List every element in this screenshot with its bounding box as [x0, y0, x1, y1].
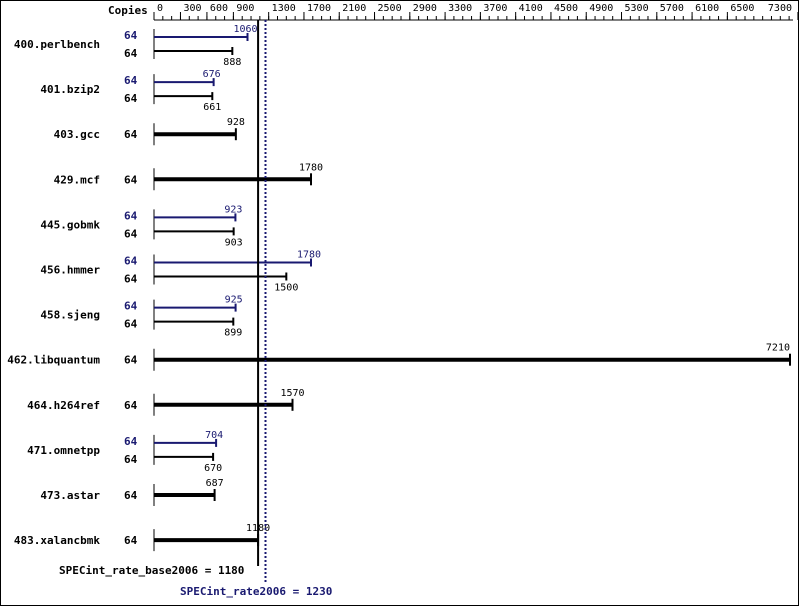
tick-label: 3700 [483, 3, 507, 14]
copies-header: Copies [108, 4, 148, 17]
tick-label: 5700 [660, 3, 684, 14]
peak-value: 1780 [297, 250, 321, 261]
tick-label: 5300 [625, 3, 649, 14]
benchmark-label: 471.omnetpp [27, 444, 100, 457]
benchmark-row: 462.libquantum 64 7210 [7, 343, 791, 371]
benchmark-label: 458.sjeng [40, 309, 100, 322]
benchmark-label: 401.bzip2 [40, 83, 100, 96]
peak-copies: 64 [124, 74, 138, 87]
peak-value: 676 [203, 69, 221, 80]
base-copies: 64 [124, 173, 138, 186]
benchmark-row: 429.mcf 64 1780 [54, 162, 323, 191]
base-value: 899 [224, 328, 242, 339]
benchmark-label: 483.xalancbmk [14, 534, 100, 547]
peak-copies: 64 [124, 300, 138, 313]
peak-value: 925 [225, 295, 243, 306]
benchmark-row: 403.gcc 64 928 [54, 117, 245, 146]
base-value: 928 [227, 117, 245, 128]
base-copies: 64 [124, 318, 138, 331]
base-value: 888 [223, 57, 241, 68]
peak-value: 923 [224, 204, 242, 215]
tick-label: 4500 [554, 3, 578, 14]
peak-value: 704 [205, 430, 223, 441]
benchmark-label: 429.mcf [54, 173, 100, 186]
benchmark-row: 458.sjeng 64 64 925 899 [40, 295, 242, 339]
peak-summary-label: SPECint_rate2006 = 1230 [180, 585, 332, 598]
peak-copies: 64 [124, 29, 138, 42]
benchmark-row: 473.astar 64 687 [40, 478, 224, 506]
tick-label: 6500 [730, 3, 754, 14]
benchmark-label: 462.libquantum [7, 354, 100, 367]
tick-label: 2900 [413, 3, 437, 14]
benchmark-label: 445.gobmk [40, 218, 100, 231]
tick-label: 1300 [272, 3, 296, 14]
peak-value: 1060 [233, 24, 257, 35]
base-copies: 64 [124, 227, 138, 240]
benchmark-row: 464.h264ref 64 1570 [27, 388, 305, 416]
base-copies: 64 [124, 453, 138, 466]
peak-copies: 64 [124, 209, 138, 222]
base-value: 1500 [274, 283, 298, 294]
benchmark-row: 471.omnetpp 64 64 704 670 [27, 430, 223, 474]
base-copies: 64 [124, 534, 138, 547]
base-value: 670 [204, 463, 222, 474]
tick-label: 2100 [342, 3, 366, 14]
tick-label: 7300 [768, 3, 792, 14]
base-value: 903 [225, 237, 243, 248]
base-summary-label: SPECint_rate_base2006 = 1180 [59, 564, 244, 577]
tick-label: 2500 [378, 3, 402, 14]
tick-label: 3300 [448, 3, 472, 14]
tick-label: 600 [210, 3, 228, 14]
base-value: 661 [203, 102, 221, 113]
benchmark-row: 445.gobmk 64 64 923 903 [40, 204, 242, 248]
base-copies: 64 [124, 354, 138, 367]
peak-copies: 64 [124, 255, 138, 268]
base-value: 1570 [280, 388, 304, 399]
base-copies: 64 [124, 47, 138, 60]
benchmark-label: 403.gcc [54, 128, 100, 141]
benchmark-row: 401.bzip2 64 64 676 661 [40, 69, 221, 113]
base-copies: 64 [124, 92, 138, 105]
tick-label: 300 [183, 3, 201, 14]
benchmark-label: 473.astar [40, 489, 100, 502]
peak-copies: 64 [124, 435, 138, 448]
base-copies: 64 [124, 273, 138, 286]
tick-label: 4100 [519, 3, 543, 14]
tick-label: 0 [157, 3, 163, 14]
base-value: 687 [206, 478, 224, 489]
base-copies: 64 [124, 489, 138, 502]
benchmark-row: 456.hmmer 64 64 1780 1500 [40, 250, 321, 294]
benchmark-label: 456.hmmer [40, 264, 100, 277]
benchmark-label: 464.h264ref [27, 399, 100, 412]
benchmark-rows: 400.perlbench 64 64 1060 888 401.bzip2 64 64 676… [7, 24, 791, 552]
benchmark-label: 400.perlbench [14, 38, 100, 51]
base-value: 7210 [766, 343, 790, 354]
base-copies: 64 [124, 128, 138, 141]
tick-label: 1700 [307, 3, 331, 14]
base-copies: 64 [124, 399, 138, 412]
base-value: 1780 [299, 162, 323, 173]
benchmark-row: 400.perlbench 64 64 1060 888 [14, 24, 258, 68]
tick-label: 6100 [695, 3, 719, 14]
tick-label: 4900 [589, 3, 613, 14]
tick-label: 900 [236, 3, 254, 14]
axis-ticks: 0 300 600 900 1300 1700 2100 2500 2900 3300 3700 41… [153, 3, 799, 20]
